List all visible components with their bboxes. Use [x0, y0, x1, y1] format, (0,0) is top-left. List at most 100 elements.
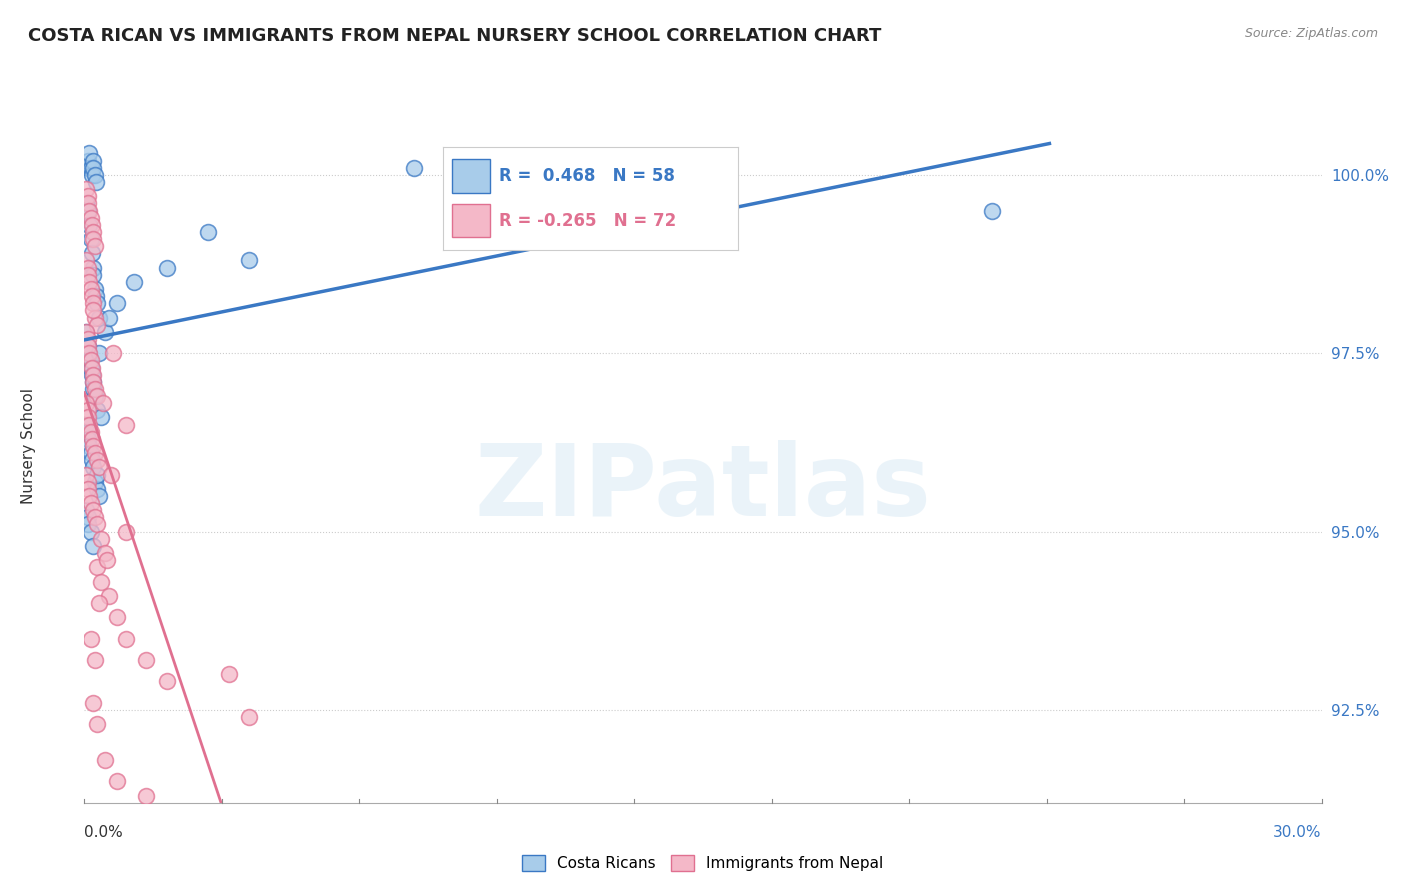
Point	[77, 346, 100, 360]
Point	[86, 389, 108, 403]
Point	[77, 517, 100, 532]
Point	[86, 453, 108, 467]
Point	[80, 368, 103, 382]
Point	[79, 282, 101, 296]
Point	[79, 353, 101, 368]
Point	[98, 310, 121, 325]
Text: R = -0.265   N = 72: R = -0.265 N = 72	[499, 211, 676, 229]
Point	[79, 632, 101, 646]
Point	[82, 268, 104, 282]
Point	[87, 460, 110, 475]
Point	[83, 446, 105, 460]
Point	[79, 275, 101, 289]
Point	[238, 253, 260, 268]
Point	[79, 146, 101, 161]
Point	[77, 268, 100, 282]
Point	[86, 467, 108, 482]
Point	[83, 310, 105, 325]
Point	[83, 239, 105, 253]
Text: COSTA RICAN VS IMMIGRANTS FROM NEPAL NURSERY SCHOOL CORRELATION CHART: COSTA RICAN VS IMMIGRANTS FROM NEPAL NUR…	[28, 27, 882, 45]
Point	[86, 517, 108, 532]
Bar	[451, 203, 491, 237]
Point	[82, 503, 104, 517]
Point	[79, 425, 101, 439]
Legend: Costa Ricans, Immigrants from Nepal: Costa Ricans, Immigrants from Nepal	[516, 849, 890, 877]
Point	[90, 532, 112, 546]
Point	[75, 325, 97, 339]
Text: R =  0.468   N = 58: R = 0.468 N = 58	[499, 168, 675, 186]
Point	[83, 389, 105, 403]
Point	[77, 339, 100, 353]
Point	[79, 203, 101, 218]
Point	[76, 425, 98, 439]
Point	[197, 225, 219, 239]
Point	[86, 717, 108, 731]
Point	[82, 375, 104, 389]
Point	[82, 303, 104, 318]
Point	[76, 260, 98, 275]
Point	[77, 482, 100, 496]
Point	[87, 489, 110, 503]
Point	[80, 289, 103, 303]
Point	[80, 360, 103, 375]
Point	[79, 360, 101, 375]
Point	[75, 182, 97, 196]
Point	[91, 396, 114, 410]
Point	[76, 475, 98, 489]
Point	[90, 410, 112, 425]
Point	[90, 574, 112, 589]
Point	[76, 510, 98, 524]
Point	[82, 153, 104, 168]
Point	[77, 410, 100, 425]
Point	[105, 610, 128, 624]
Point	[122, 275, 145, 289]
Point	[980, 203, 1002, 218]
Point	[84, 175, 107, 189]
Point	[86, 403, 108, 417]
Point	[82, 260, 104, 275]
Point	[83, 510, 105, 524]
Point	[76, 161, 98, 175]
Point	[82, 382, 104, 396]
Point	[75, 325, 97, 339]
Point	[77, 153, 100, 168]
Point	[80, 432, 103, 446]
Point	[156, 674, 179, 689]
Point	[114, 632, 136, 646]
Point	[82, 225, 104, 239]
Text: 0.0%: 0.0%	[84, 825, 124, 840]
Point	[77, 203, 100, 218]
Point	[79, 417, 101, 432]
Point	[79, 218, 101, 232]
Point	[79, 161, 101, 175]
Point	[75, 467, 97, 482]
Point	[79, 446, 101, 460]
Point	[79, 353, 101, 368]
Point	[75, 196, 97, 211]
Text: ZIPatlas: ZIPatlas	[475, 441, 931, 537]
Point	[79, 524, 101, 539]
Point	[83, 475, 105, 489]
Point	[86, 482, 108, 496]
Point	[238, 710, 260, 724]
Point	[80, 168, 103, 182]
Point	[84, 289, 107, 303]
Point	[75, 417, 97, 432]
Point	[94, 546, 117, 560]
Point	[75, 253, 97, 268]
Point	[135, 789, 157, 803]
Point	[114, 417, 136, 432]
Point	[82, 161, 104, 175]
Point	[114, 524, 136, 539]
Point	[86, 296, 108, 310]
Point	[76, 403, 98, 417]
Point	[94, 753, 117, 767]
Point	[86, 318, 108, 332]
Bar	[451, 160, 491, 194]
Point	[80, 218, 103, 232]
Point	[98, 589, 121, 603]
Point	[76, 189, 98, 203]
Point	[79, 496, 101, 510]
Point	[404, 161, 426, 175]
Point	[83, 168, 105, 182]
